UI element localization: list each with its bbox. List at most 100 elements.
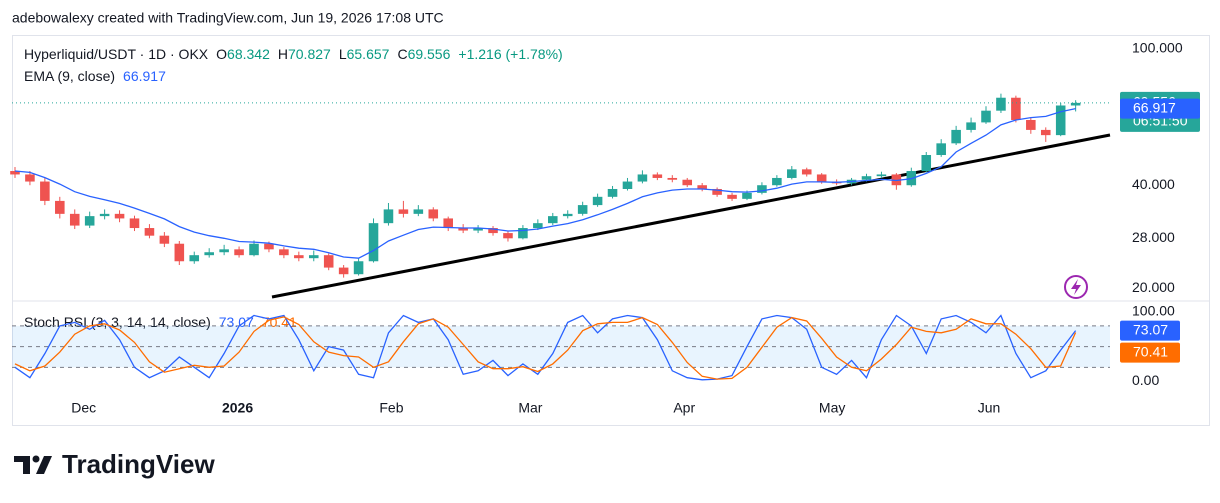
candle-body [99, 213, 110, 217]
x-tick-label: Mar [518, 400, 542, 416]
candle-body [876, 174, 887, 177]
candles [10, 93, 1081, 278]
y-tick-label: 28.000 [1132, 229, 1175, 245]
candle-body [592, 196, 603, 206]
ohlc-key: C [397, 46, 407, 62]
candle-body [622, 181, 633, 189]
x-tick-label: Jun [978, 400, 1001, 416]
candle-body [40, 181, 50, 201]
ema-line [14, 107, 1076, 259]
stoch-value-label: 73.07 [1133, 321, 1168, 337]
candle-body [458, 228, 468, 231]
candle-body [129, 218, 140, 229]
candle-body [1026, 119, 1036, 130]
ohlc-value: 69.556 [408, 46, 451, 62]
ohlc-value: 68.342 [227, 46, 270, 62]
candle-body [712, 188, 722, 195]
candle-body [473, 228, 483, 231]
candle-body [727, 194, 737, 199]
candle-body [189, 255, 200, 262]
candle-body [667, 177, 678, 180]
candle-body [757, 185, 767, 193]
ohlc-key: H [278, 46, 288, 62]
candle-body [413, 209, 424, 214]
logo-text: TradingView [62, 449, 215, 479]
candle-body [996, 97, 1006, 111]
stoch-line [14, 316, 1077, 380]
candle-body [936, 143, 946, 156]
candle-body [966, 122, 976, 130]
candle-body [398, 209, 409, 214]
y-tick-label: 40.000 [1132, 176, 1175, 192]
candle-body [1011, 97, 1021, 120]
candle-body [279, 249, 289, 256]
candle-body [637, 174, 648, 182]
ema-price-label: 66.917 [1133, 99, 1176, 115]
x-tick-label: 2026 [222, 400, 253, 416]
candle-body [234, 249, 244, 256]
candle-body [772, 177, 782, 186]
candle-body [114, 213, 125, 219]
tradingview-logo[interactable]: TradingView [14, 449, 215, 479]
candle-body [383, 209, 394, 224]
panel-frame [12, 35, 1210, 426]
candle-body [921, 155, 932, 172]
candle-body [801, 169, 812, 175]
legend-line: Hyperliquid/USDT · 1D · OKX O68.342 H70.82… [24, 46, 563, 62]
candle-body [264, 243, 274, 250]
candle-body [652, 174, 663, 178]
ema-price-box [1120, 98, 1200, 119]
ema-name: EMA (9, close) [24, 68, 115, 84]
alert-icon[interactable] [1064, 275, 1088, 299]
candle-body [368, 223, 379, 262]
y-tick-label: 20.000 [1132, 279, 1175, 295]
ohlc-key: O [216, 46, 227, 62]
candle-body [548, 216, 558, 224]
candle-body [25, 174, 35, 182]
ohlc-key: L [339, 46, 347, 62]
x-tick-label: Dec [71, 400, 96, 416]
trend-line [271, 133, 1111, 299]
candle-body [308, 255, 319, 259]
candle-body [577, 205, 588, 214]
x-tick-label: Apr [673, 400, 695, 416]
candle-body [55, 200, 65, 214]
candle-body [861, 176, 872, 180]
change: +1.216 (+1.78%) [458, 46, 562, 62]
ema-value: 66.917 [123, 68, 166, 84]
candle-body [682, 179, 693, 186]
candle-body [518, 228, 528, 239]
stoch-value-label: 70.41 [1133, 343, 1168, 359]
candle-body [787, 169, 797, 178]
candle-body [533, 223, 543, 229]
candle-body [607, 188, 618, 197]
candle-body [742, 192, 752, 199]
candle-body [951, 129, 961, 144]
candle-body [1040, 129, 1051, 136]
candle-body [323, 255, 334, 268]
candle-body [84, 216, 95, 226]
candle-body [174, 243, 185, 262]
candle-body [69, 213, 80, 226]
y-tick-label: 0.00 [1132, 372, 1159, 388]
candle-body [338, 267, 349, 275]
stoch-value-box [1120, 342, 1180, 363]
candle-body [428, 209, 439, 219]
y-tick-label: 100.00 [1132, 303, 1175, 319]
candle-body [562, 213, 573, 217]
candle-body [891, 174, 902, 186]
x-tick-label: Feb [379, 400, 403, 416]
stoch-value-box [1120, 320, 1180, 341]
candle-body [159, 235, 170, 244]
candle-body [1055, 105, 1066, 136]
symbol-title: Hyperliquid/USDT · 1D · OKX [24, 46, 209, 62]
candle-body [249, 243, 259, 256]
ohlc-value: 65.657 [347, 46, 390, 62]
candle-body [488, 228, 498, 234]
y-tick-label: 100.000 [1132, 40, 1183, 56]
candle-body [219, 249, 229, 253]
attribution: adebowalexy created with TradingView.com… [12, 10, 444, 26]
candle-body [294, 255, 304, 259]
ohlc-value: 70.827 [288, 46, 331, 62]
